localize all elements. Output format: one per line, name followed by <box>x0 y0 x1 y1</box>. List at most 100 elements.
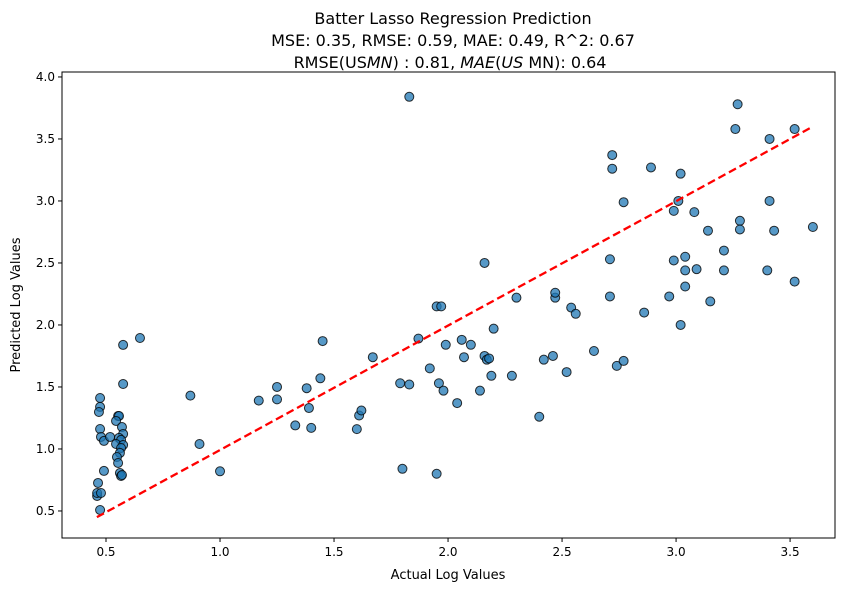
data-point <box>185 390 196 401</box>
data-point <box>303 403 314 414</box>
data-point <box>730 124 741 135</box>
data-point <box>511 292 522 303</box>
data-point <box>538 354 549 365</box>
us-part: MN <box>367 53 393 72</box>
data-point <box>488 323 499 334</box>
data-point <box>732 99 743 110</box>
data-point <box>668 255 679 266</box>
y-axis-label: Predicted Log Values <box>9 237 24 372</box>
chart-title: Batter Lasso Regression Prediction <box>314 9 591 28</box>
data-point <box>431 468 442 479</box>
data-point <box>93 477 104 488</box>
data-point <box>534 411 545 422</box>
data-point <box>807 222 818 233</box>
data-point <box>315 373 326 384</box>
data-point <box>433 378 444 389</box>
points-layer <box>92 91 818 515</box>
data-point <box>113 457 124 468</box>
data-point <box>356 405 367 416</box>
y-tick-label: 3.5 <box>36 132 55 146</box>
data-point <box>134 332 145 343</box>
data-point <box>479 257 490 268</box>
data-point <box>456 334 467 345</box>
data-point <box>118 339 129 350</box>
data-point <box>486 370 497 381</box>
data-point <box>484 353 495 364</box>
data-point <box>474 385 485 396</box>
data-point <box>436 301 447 312</box>
data-point <box>734 224 745 235</box>
data-point <box>762 265 773 276</box>
data-point <box>272 394 283 405</box>
data-point <box>618 197 629 208</box>
y-tick-label: 0.5 <box>36 504 55 518</box>
data-point <box>680 265 691 276</box>
data-point <box>675 319 686 330</box>
us-part: US <box>501 53 523 72</box>
data-point <box>680 251 691 262</box>
data-point <box>194 439 205 450</box>
us-part: MAE <box>460 53 496 72</box>
data-point <box>459 352 470 363</box>
data-point <box>506 370 517 381</box>
data-point <box>395 378 406 389</box>
x-axis: 0.5 1.0 1.5 2.0 2.5 3.0 3.5 <box>96 538 800 559</box>
data-point <box>116 470 127 481</box>
data-point <box>789 124 800 135</box>
data-point <box>689 207 700 218</box>
data-point <box>702 225 713 236</box>
data-point <box>440 339 451 350</box>
data-point <box>317 336 328 347</box>
data-point <box>547 350 558 361</box>
data-point <box>306 422 317 433</box>
us-part: MN): 0.64 <box>523 53 606 72</box>
data-point <box>718 265 729 276</box>
data-point <box>452 398 463 409</box>
data-point <box>607 163 618 174</box>
plot-frame <box>61 71 836 539</box>
data-point <box>705 296 716 307</box>
data-point <box>272 381 283 392</box>
y-axis: 0.5 1.0 1.5 2.0 2.5 3.0 3.5 4.0 <box>36 70 62 518</box>
data-point <box>118 378 129 389</box>
reference-line <box>96 125 814 519</box>
data-point <box>769 225 780 236</box>
data-point <box>465 339 476 350</box>
data-point <box>404 91 415 102</box>
data-point <box>734 215 745 226</box>
y-tick-label: 1.0 <box>36 442 55 456</box>
x-tick-label: 2.5 <box>553 545 572 559</box>
data-point <box>367 352 378 363</box>
data-point <box>351 424 362 435</box>
x-tick-label: 3.5 <box>781 545 800 559</box>
data-point <box>98 465 109 476</box>
data-point <box>290 420 301 431</box>
us-part: RMSE(US <box>294 53 367 72</box>
data-point <box>438 385 449 396</box>
data-point <box>413 333 424 344</box>
data-point <box>550 287 561 298</box>
data-point <box>604 291 615 302</box>
x-axis-label: Actual Log Values <box>391 568 506 583</box>
y-tick-label: 3.0 <box>36 194 55 208</box>
data-point <box>718 245 729 256</box>
data-point <box>397 463 408 474</box>
data-point <box>675 168 686 179</box>
data-point <box>93 407 104 418</box>
data-point <box>95 393 106 404</box>
y-tick-label: 2.5 <box>36 256 55 270</box>
data-point <box>95 487 106 498</box>
x-tick-label: 2.0 <box>438 545 457 559</box>
data-point <box>301 383 312 394</box>
data-point <box>604 254 615 265</box>
data-point <box>618 355 629 366</box>
data-point <box>404 379 415 390</box>
data-point <box>111 415 122 426</box>
y-tick-label: 1.5 <box>36 380 55 394</box>
x-tick-label: 1.0 <box>210 545 229 559</box>
data-point <box>664 291 675 302</box>
data-point <box>691 264 702 275</box>
data-point <box>789 276 800 287</box>
data-point <box>561 367 572 378</box>
